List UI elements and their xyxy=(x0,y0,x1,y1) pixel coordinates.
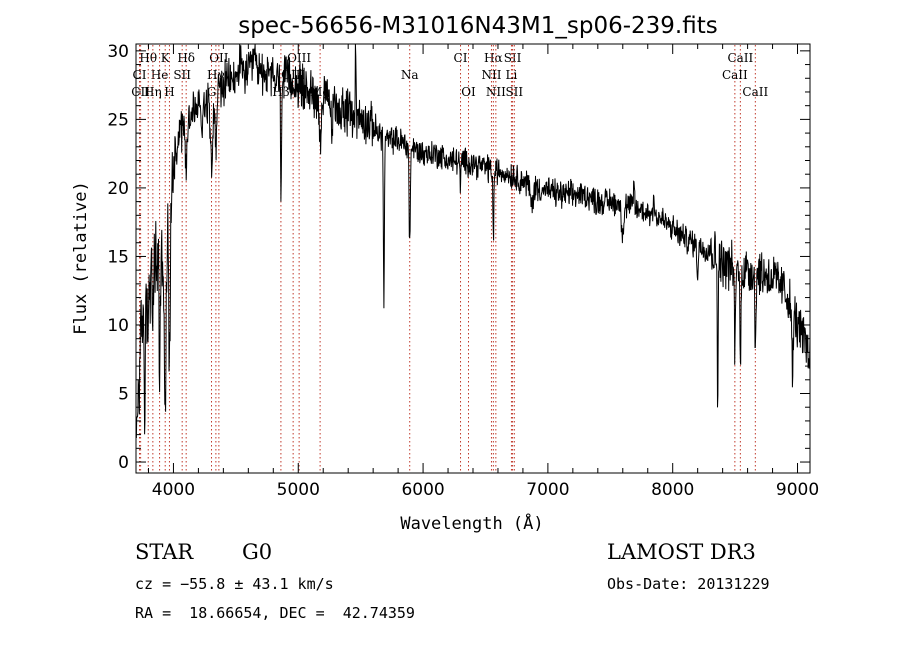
spectral-line-label: H xyxy=(164,85,174,99)
spectral-line-label: Hθ xyxy=(139,51,157,65)
observation-date: Obs-Date: 20131229 xyxy=(607,575,770,593)
spectral-line-label: K xyxy=(161,51,171,65)
x-tick-label: 9000 xyxy=(776,480,819,500)
y-tick-label: 20 xyxy=(107,179,129,199)
x-tick-label: 5000 xyxy=(277,480,320,500)
x-tick-label: 6000 xyxy=(401,480,444,500)
spectral-line-label: Na xyxy=(401,68,419,82)
spectral-line-label: CI xyxy=(133,68,147,82)
spectral-line-label: Hη xyxy=(144,85,162,99)
spectrum-line xyxy=(136,44,810,439)
spectral-line-label: NII xyxy=(481,68,501,82)
spectral-line-label: SII xyxy=(173,68,191,82)
x-tick-label: 4000 xyxy=(152,480,195,500)
y-tick-label: 25 xyxy=(107,110,129,130)
spectral-line-label: CaII xyxy=(742,85,768,99)
spectral-line-label: NII xyxy=(486,85,506,99)
spectral-line-label: CI xyxy=(454,51,468,65)
spectral-line-label: Hβ xyxy=(272,85,289,99)
chart-title: spec-56656-M31016N43M1_sp06-239.fits xyxy=(238,13,717,39)
y-tick-label: 15 xyxy=(107,247,129,267)
survey-name: LAMOST DR3 xyxy=(607,540,756,564)
spectral-line-label: CaII xyxy=(722,68,748,82)
y-tick-label: 10 xyxy=(107,316,129,336)
spectral-line-label: SII xyxy=(504,51,522,65)
spectral-line-label: Hδ xyxy=(177,51,195,65)
object-class: STAR xyxy=(135,540,194,564)
spectral-line-label: CaII xyxy=(727,51,753,65)
plot-frame xyxy=(135,43,811,474)
spectral-line-label: Li xyxy=(506,68,518,82)
y-tick-label: 5 xyxy=(118,385,129,405)
x-tick-label: 8000 xyxy=(651,480,694,500)
spectral-line-label: SII xyxy=(505,85,523,99)
y-tick-label: 0 xyxy=(118,453,129,473)
sky-coordinates: RA = 18.66654, DEC = 42.74359 xyxy=(135,604,415,622)
redshift-readout: cz = −55.8 ± 43.1 km/s xyxy=(135,575,334,593)
y-tick-label: 30 xyxy=(107,42,129,62)
x-tick-label: 7000 xyxy=(526,480,569,500)
spectral-line-label: OII xyxy=(209,51,229,65)
spectral-line-label: OI xyxy=(461,85,476,99)
spectral-line-label: Hα xyxy=(484,51,503,65)
y-axis-label: Flux (relative) xyxy=(71,181,91,335)
x-axis-label: Wavelength (Å) xyxy=(400,512,543,534)
spectral-line-label: OIII xyxy=(287,51,311,65)
spectral-line-label: G xyxy=(207,85,217,99)
spectral-line-label: He xyxy=(151,68,169,82)
spectral-subclass: G0 xyxy=(242,540,273,564)
